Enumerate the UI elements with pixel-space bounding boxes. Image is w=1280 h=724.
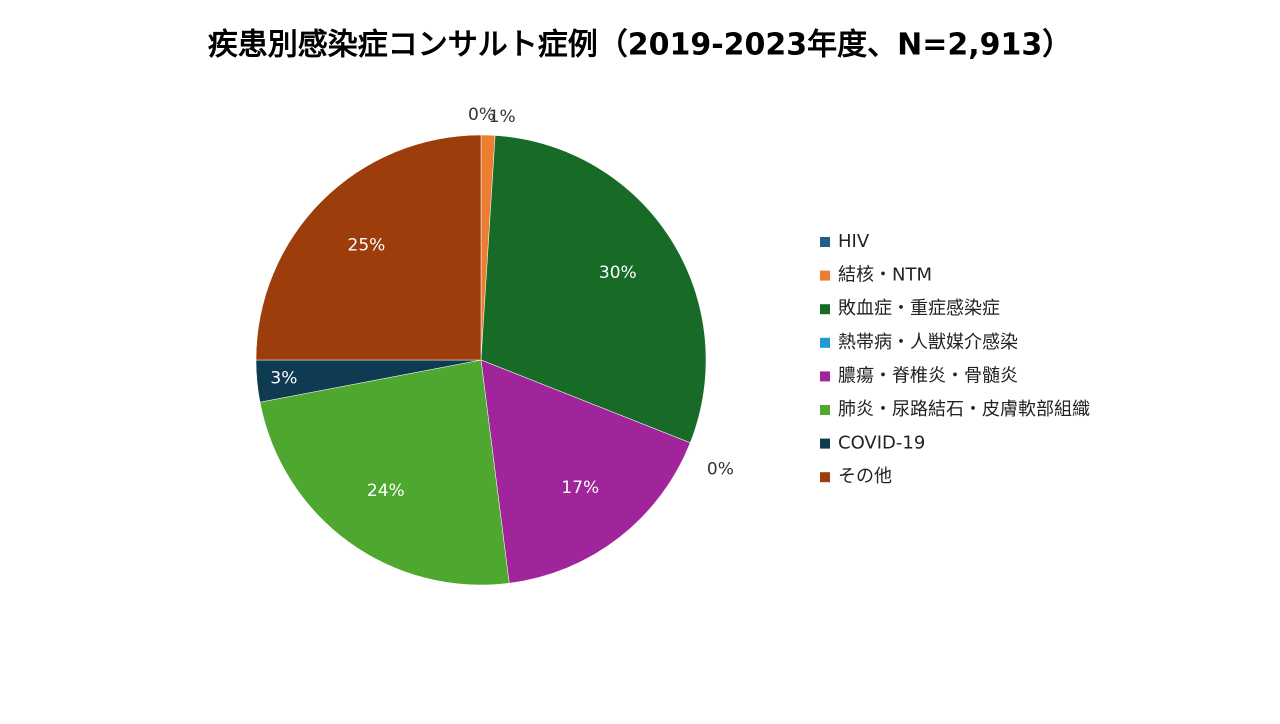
data-label: 3% <box>270 369 297 389</box>
legend-swatch <box>820 472 830 483</box>
pie-slice <box>480 359 691 584</box>
legend-label: 敗血症・重症感染症 <box>838 298 1000 319</box>
legend-label: その他 <box>838 466 892 487</box>
legend-label: HIV <box>838 231 870 252</box>
legend-swatch <box>820 270 830 281</box>
legend-swatch <box>820 304 830 315</box>
legend-swatch <box>820 337 830 348</box>
legend-swatch <box>820 237 830 247</box>
legend-label: 膿瘍・脊椎炎・骨髄炎 <box>838 365 1018 386</box>
legend-label: 熱帯病・人獣媒介感染 <box>838 332 1018 353</box>
legend-label: 肺炎・尿路結石・皮膚軟部組織 <box>838 399 1090 420</box>
legend-swatch <box>820 405 830 415</box>
data-label: 30% <box>599 263 637 283</box>
pie-slice <box>259 359 510 586</box>
data-label: 0% <box>468 105 495 125</box>
chart-title: 疾患別感染症コンサルト症例（2019-2023年度、N=2,913） <box>208 28 1073 63</box>
data-label: 0% <box>707 459 734 479</box>
pie-slice <box>255 134 482 361</box>
legend-swatch <box>820 438 830 449</box>
legend-label: 結核・NTM <box>838 265 932 286</box>
data-label: 17% <box>561 478 599 498</box>
legend-swatch <box>820 371 830 382</box>
pie-slice <box>480 135 707 444</box>
legend-label: COVID-19 <box>838 433 925 454</box>
data-label: 24% <box>367 481 405 501</box>
data-label: 1% <box>489 107 516 127</box>
data-label: 25% <box>348 235 386 255</box>
